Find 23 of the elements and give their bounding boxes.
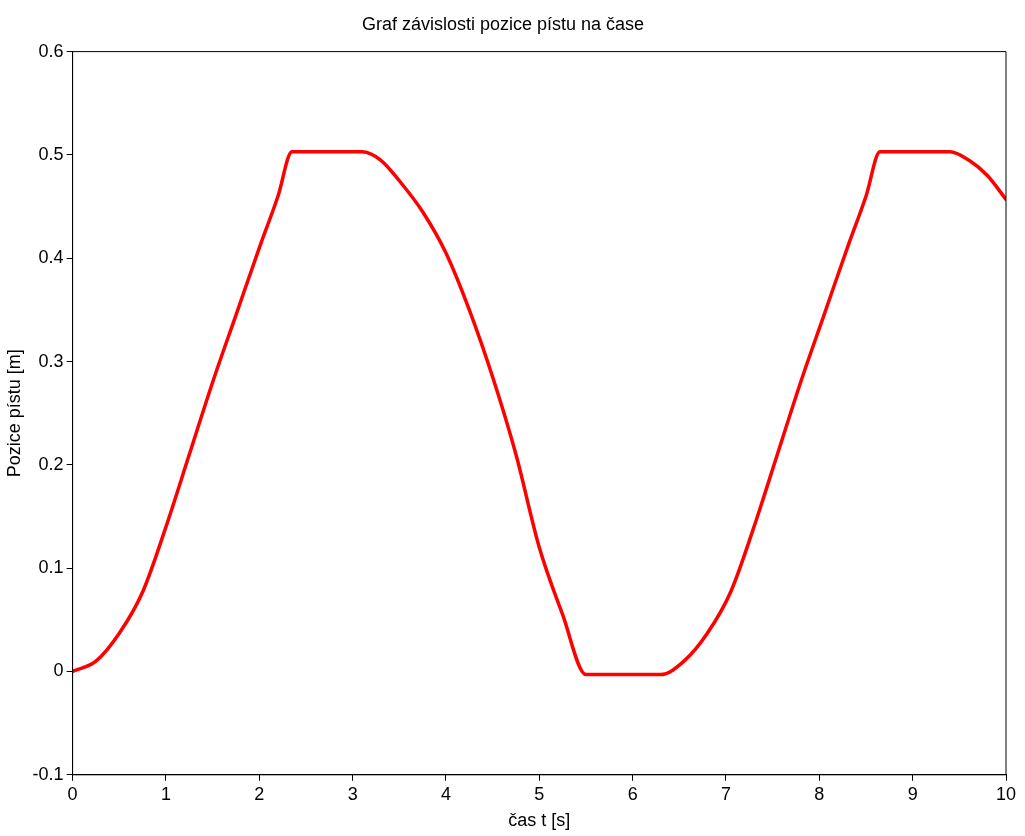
y-tick-label: 0.4 — [38, 247, 64, 268]
x-tick-label: 5 — [534, 783, 545, 804]
y-tick-label: 0.3 — [38, 350, 64, 371]
x-tick-label: 7 — [720, 783, 731, 804]
y-tick-label: 0.2 — [38, 453, 64, 474]
y-tick-label: 0.5 — [38, 143, 64, 164]
x-tick-label: 1 — [160, 783, 171, 804]
x-axis-title: čas t [s] — [508, 810, 571, 831]
y-tick-label: 0.1 — [38, 557, 64, 578]
y-tick-label: 0.6 — [38, 40, 64, 61]
y-tick-label: -0.1 — [32, 763, 64, 784]
x-tick-label: 8 — [814, 783, 825, 804]
chart-title: Graf závislosti pozice pístu na čase — [361, 13, 645, 34]
x-tick-label: 6 — [627, 783, 638, 804]
x-tick-label: 3 — [347, 783, 358, 804]
x-tick-label: 0 — [67, 783, 78, 804]
x-tick-label: 4 — [440, 783, 451, 804]
line-series — [72, 150, 1006, 677]
y-axis-title: Pozice pístu [m] — [3, 349, 24, 478]
x-tick-label: 9 — [907, 783, 918, 804]
x-tick-label: 10 — [995, 783, 1017, 804]
x-tick-label: 2 — [254, 783, 265, 804]
y-tick-label: 0 — [53, 660, 64, 681]
